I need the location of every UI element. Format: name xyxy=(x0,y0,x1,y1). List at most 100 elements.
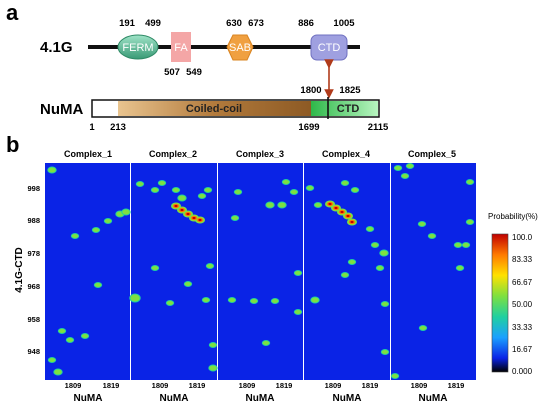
ytick-988: 988 xyxy=(27,216,40,225)
contact-spot xyxy=(150,187,160,193)
complex-2-xlabel: NuMA xyxy=(160,393,189,404)
contact-spot xyxy=(57,328,67,334)
ferm-start: 191 xyxy=(119,18,136,29)
contact-spot xyxy=(157,180,167,186)
contact-spot xyxy=(393,165,403,171)
colorbar-title: Probability(%) xyxy=(488,212,538,221)
numa-ctd-start: 1699 xyxy=(298,122,319,133)
contact-spot xyxy=(380,301,390,307)
contact-spot xyxy=(121,208,131,216)
complex-5-xtick-1809: 1809 xyxy=(411,381,428,390)
colorbar-ticks: 100.0 83.33 66.67 50.00 33.33 16.67 0.00… xyxy=(512,233,533,376)
contact-spot xyxy=(340,180,350,186)
contact-spot xyxy=(350,187,360,193)
complex-1-map xyxy=(45,163,130,380)
contact-spot xyxy=(405,163,415,169)
contact-spot xyxy=(310,296,320,304)
heatmap-complex-5: Complex_5 1809 1819 NuMA xyxy=(391,149,476,404)
contact-spot xyxy=(177,194,187,202)
contact-spot xyxy=(249,298,259,304)
contact-spot xyxy=(461,242,471,248)
contact-streak-peak xyxy=(198,218,202,222)
contact-spot xyxy=(227,297,237,303)
contact-spot xyxy=(293,309,303,315)
contact-spot xyxy=(400,173,410,179)
fa-end: 549 xyxy=(186,67,202,78)
complex-5-map xyxy=(391,163,476,380)
contact-spot xyxy=(233,189,243,195)
cb-tick-0000: 0.000 xyxy=(512,367,533,376)
contact-spot xyxy=(465,219,475,225)
domain-sab-label: SAB xyxy=(229,42,251,54)
complex-1-xtick-1819: 1819 xyxy=(103,381,120,390)
contact-spot xyxy=(91,227,101,233)
complex-1-title: Complex_1 xyxy=(64,149,112,159)
ytick-998: 998 xyxy=(27,184,40,193)
contact-spot xyxy=(103,218,113,224)
complex-5-xlabel: NuMA xyxy=(419,393,448,404)
contact-spot xyxy=(197,193,207,199)
contact-spot xyxy=(305,185,315,191)
complex-2-xtick-1819: 1819 xyxy=(189,381,206,390)
contact-spot xyxy=(135,181,145,187)
domain-ctd-41g-label: CTD xyxy=(318,42,341,54)
complex-2-title: Complex_2 xyxy=(149,149,197,159)
ctd-41g-start: 886 xyxy=(298,18,314,29)
contact-spot xyxy=(380,349,390,355)
contact-spot xyxy=(465,179,475,185)
contact-spot xyxy=(281,179,291,185)
contact-spot xyxy=(390,373,400,379)
numa-binding-start: 1800 xyxy=(300,85,321,96)
fa-start: 507 xyxy=(164,67,180,78)
contact-spot xyxy=(427,233,437,239)
complex-3-title: Complex_3 xyxy=(236,149,284,159)
domain-ferm-label: FERM xyxy=(122,42,153,54)
domain-fa xyxy=(171,32,191,62)
protein2-label: NuMA xyxy=(40,101,83,118)
contact-spot xyxy=(150,265,160,271)
complex-5-title: Complex_5 xyxy=(408,149,456,159)
contact-streak-peak xyxy=(186,212,190,216)
heatmap-complex-4: Complex_4 1809 1819 NuMA xyxy=(304,149,390,404)
contact-spot xyxy=(277,201,287,209)
numa-start: 1 xyxy=(89,122,95,133)
numa-coiled-coil-label: Coiled-coil xyxy=(186,103,242,115)
complex-3-xtick-1809: 1809 xyxy=(239,381,256,390)
heatmap-complex-3: Complex_3 1809 1819 NuMA xyxy=(218,149,303,404)
heatmap-contacts xyxy=(47,163,475,379)
cb-tick-100: 100.0 xyxy=(512,233,533,242)
numa-ctd-label: CTD xyxy=(337,103,360,115)
contact-spot xyxy=(417,221,427,227)
contact-spot xyxy=(270,298,280,304)
cb-tick-1667: 16.67 xyxy=(512,345,533,354)
contact-spot xyxy=(80,333,90,339)
contact-streak-peak xyxy=(180,208,184,212)
complex-3-map xyxy=(218,163,303,380)
contact-spot xyxy=(313,202,323,208)
numa-coiled-coil xyxy=(118,101,311,116)
contact-streak-peak xyxy=(174,204,178,208)
protein1-label: 4.1G xyxy=(40,39,73,56)
contact-streak-peak xyxy=(192,216,196,220)
heatmap-complex-1: Complex_1 1809 1819 NuMA xyxy=(45,149,130,404)
ferm-end: 499 xyxy=(145,18,161,29)
contact-spot xyxy=(261,340,271,346)
sab-end: 673 xyxy=(248,18,264,29)
domain-sab xyxy=(226,34,254,61)
complex-4-xlabel: NuMA xyxy=(333,393,362,404)
ytick-978: 978 xyxy=(27,249,40,258)
heatmap-panels: Complex_1 1809 1819 NuMA Complex_2 1809 … xyxy=(45,149,476,404)
contact-spot xyxy=(53,368,63,376)
ytick-958: 958 xyxy=(27,315,40,324)
numa-coil-start: 213 xyxy=(110,122,126,133)
contact-spot xyxy=(201,297,211,303)
contact-spot xyxy=(370,242,380,248)
complex-4-map xyxy=(304,163,390,380)
contact-spot xyxy=(418,325,428,331)
complex-4-xtick-1809: 1809 xyxy=(325,381,342,390)
colorbar xyxy=(491,233,509,373)
ytick-group: 998 988 978 968 958 948 xyxy=(27,184,40,356)
cb-tick-3333: 33.33 xyxy=(512,323,533,332)
contact-streak-peak xyxy=(340,210,344,214)
